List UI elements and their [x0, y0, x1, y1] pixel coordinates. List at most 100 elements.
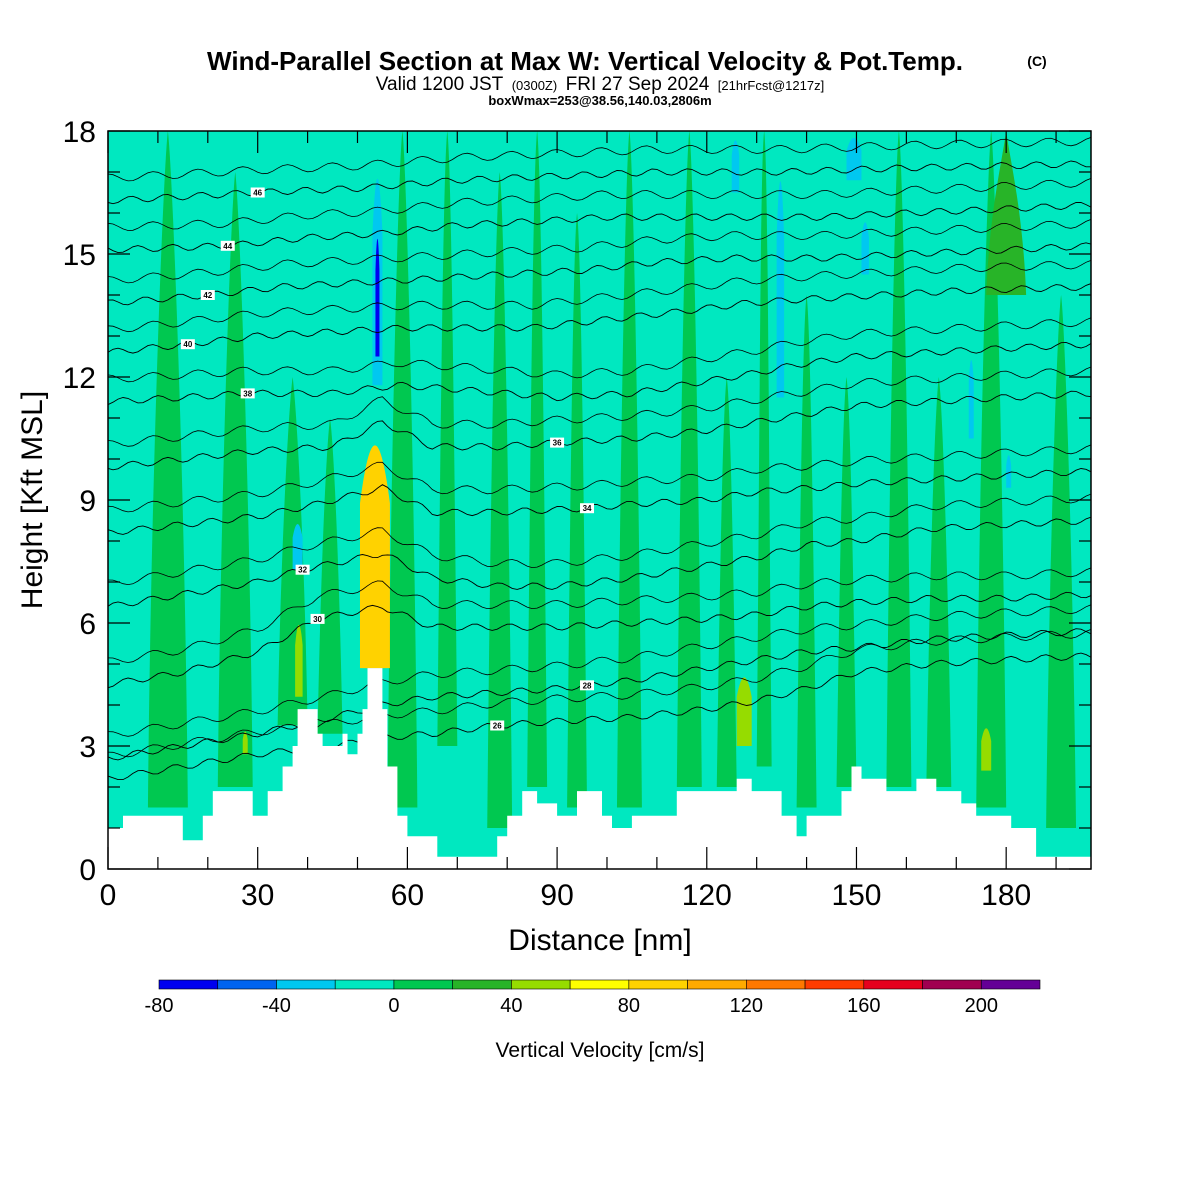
contour-label-bg	[240, 388, 255, 399]
contour-label-bg	[580, 503, 595, 514]
colorbar-tick-label: 80	[618, 995, 640, 1017]
theta-contour-minor	[108, 178, 1091, 231]
theta-contour	[108, 652, 1091, 781]
x-tick-label: 60	[391, 879, 424, 912]
contour-label: 26	[493, 722, 502, 731]
colorbar-swatch	[393, 979, 453, 990]
y-tick-labels: 0 3 6 9 12 15 18	[63, 116, 96, 887]
theta-contour	[108, 468, 1091, 535]
theta-contour-minor	[108, 567, 1091, 663]
x-tick-label: 150	[831, 879, 881, 912]
w-band	[387, 131, 418, 808]
colorbar-swatch	[863, 979, 923, 990]
w-band	[716, 377, 737, 787]
colorbar-swatch	[804, 979, 865, 990]
w-band	[756, 131, 772, 767]
w-feature	[968, 360, 974, 439]
copyright-mark: (C)	[1027, 53, 1046, 69]
w-feature	[861, 222, 869, 275]
y-tick-label: 9	[79, 485, 96, 518]
x-tick-label: 180	[981, 879, 1031, 912]
w-band	[796, 295, 817, 808]
colorbar-tick-label: -80	[145, 995, 174, 1017]
w-feature	[375, 238, 380, 357]
chart-title: Wind-Parallel Section at Max W: Vertical…	[207, 46, 963, 76]
contour-label: 38	[243, 389, 252, 398]
theta-contour-minor	[108, 444, 1091, 513]
colorbar-swatch	[276, 979, 336, 990]
w-feature	[731, 140, 740, 193]
x-tick-label: 120	[682, 879, 732, 912]
theta-contour-minor	[108, 366, 1091, 447]
forecast-info: [21hrFcst@1217z]	[718, 78, 824, 93]
contour-label-bg	[580, 680, 595, 691]
box-wmax: boxWmax=253@38.56,140.03,2806m	[488, 93, 711, 108]
colorbar-swatch	[922, 979, 982, 990]
contour-label: 40	[183, 340, 192, 349]
colorbar-swatch	[569, 979, 630, 990]
colorbar-swatch	[746, 979, 806, 990]
theta-contour-minor	[108, 260, 1091, 333]
w-feature	[736, 677, 752, 746]
colorbar-swatch	[452, 979, 512, 990]
theta-contour-minor	[108, 219, 1091, 284]
valid-utc: (0300Z)	[512, 78, 558, 93]
w-band	[567, 213, 588, 808]
w-band	[317, 418, 343, 734]
colorbar-title: Vertical Velocity [cm/s]	[496, 1039, 705, 1062]
colorbar-swatch	[217, 979, 277, 990]
y-tick-label: 15	[63, 239, 96, 272]
x-tick-label: 30	[241, 879, 274, 912]
x-tick-label: 0	[100, 879, 117, 912]
w-band	[217, 172, 253, 787]
contour-label-bg	[295, 564, 310, 575]
y-tick-label: 3	[79, 731, 96, 764]
theta-contour	[108, 283, 1091, 354]
w-feature	[242, 731, 248, 755]
valid-time: Valid 1200 JST	[376, 74, 504, 95]
colorbar-tick-label: 40	[500, 995, 522, 1017]
w-feature	[981, 728, 992, 771]
w-feature	[359, 445, 390, 669]
colorbar-swatch	[511, 979, 571, 990]
chart-subtitle: Valid 1200 JST (0300Z) FRI 27 Sep 2024 […	[376, 74, 824, 95]
theta-contour-minor	[108, 317, 1091, 383]
contour-label: 46	[253, 189, 262, 198]
y-tick-label: 18	[63, 116, 96, 149]
theta-contour	[108, 591, 1091, 689]
colorbar-swatch	[334, 979, 395, 990]
y-tick-label: 6	[79, 608, 96, 641]
y-tick-label: 12	[63, 362, 96, 395]
w-feature	[1006, 455, 1012, 488]
w-feature	[846, 137, 862, 181]
theta-contour	[108, 202, 1091, 254]
colorbar-swatch	[687, 979, 747, 990]
w-band	[836, 377, 857, 787]
w-band	[487, 172, 513, 828]
theta-contour-minor	[108, 629, 1091, 758]
w-band	[1046, 295, 1077, 828]
valid-date: FRI 27 Sep 2024	[566, 74, 710, 95]
colorbar-swatch	[628, 979, 688, 990]
colorbar-tick-label: -40	[262, 995, 291, 1017]
colorbar-labels: -80 -40 0 40 80 120 160 200	[145, 995, 998, 1017]
theta-contour	[108, 160, 1091, 205]
theta-contour	[108, 390, 1091, 471]
w-band	[616, 131, 642, 808]
colorbar-swatch	[158, 979, 219, 990]
w-band	[437, 131, 458, 746]
terrain	[108, 668, 1091, 869]
contour-label-bg	[220, 240, 235, 251]
y-tick-label: 0	[79, 854, 96, 887]
w-feature	[776, 181, 785, 398]
w-feature	[292, 524, 303, 570]
contour-label-bg	[310, 613, 325, 624]
contour-label: 42	[203, 291, 212, 300]
w-band	[527, 131, 548, 787]
contour-label: 30	[313, 615, 322, 624]
colorbar-tick-label: 160	[847, 995, 880, 1017]
contour-label: 36	[553, 439, 562, 448]
y-axis-label: Height [Kft MSL]	[16, 391, 49, 609]
colorbar-tick-label: 0	[388, 995, 399, 1017]
theta-contour	[108, 341, 1091, 406]
